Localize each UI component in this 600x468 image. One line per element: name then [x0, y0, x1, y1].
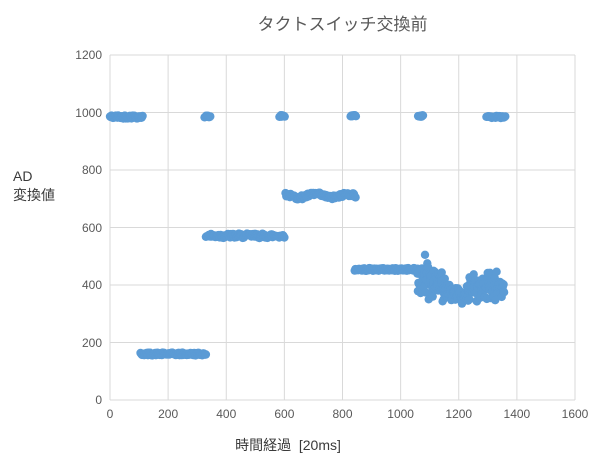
- scatter-points: [105, 111, 510, 360]
- data-point-marker: [437, 268, 446, 277]
- data-point-marker: [138, 111, 147, 121]
- x-tick-label: 200: [158, 407, 179, 421]
- x-tick-label: 600: [274, 407, 295, 421]
- y-tick-label: 1000: [75, 105, 102, 120]
- data-point-marker: [428, 292, 437, 301]
- x-tick-label: 1200: [445, 407, 473, 421]
- data-point-marker: [492, 267, 501, 276]
- data-point-marker: [418, 111, 428, 120]
- y-tick-label: 800: [81, 163, 102, 177]
- x-tick-label: 1000: [387, 407, 414, 421]
- data-point-marker: [499, 288, 509, 297]
- y-tick-label: 1200: [75, 48, 102, 62]
- data-point-marker: [280, 233, 289, 242]
- x-tick-label: 400: [216, 407, 237, 421]
- data-point-marker: [440, 274, 449, 283]
- y-axis-title: AD 変換値: [13, 168, 55, 203]
- data-point-marker: [351, 193, 360, 202]
- data-point-marker: [421, 288, 430, 297]
- y-tick-label: 200: [81, 335, 102, 350]
- data-point-marker: [351, 112, 361, 121]
- data-point-marker: [420, 250, 430, 259]
- y-tick-label: 600: [81, 220, 102, 235]
- x-tick-label: 1600: [561, 407, 589, 421]
- x-tick-label: 0: [106, 407, 114, 421]
- data-point-marker: [206, 112, 215, 121]
- y-tick-label: 400: [81, 278, 102, 292]
- x-tick-label: 800: [332, 407, 353, 421]
- x-axis-title: 時間経過 [20ms]: [235, 437, 341, 453]
- gridlines: [109, 54, 576, 401]
- data-point-marker: [201, 350, 211, 359]
- chart-title: タクトスイッチ交換前: [257, 15, 428, 34]
- data-point-marker: [280, 112, 289, 121]
- data-point-marker: [499, 280, 508, 289]
- data-point-marker: [463, 296, 473, 305]
- data-point-marker: [491, 296, 500, 305]
- y-tick-label: 0: [95, 393, 102, 407]
- data-point-marker: [501, 112, 510, 121]
- x-tick-label: 1400: [503, 407, 531, 421]
